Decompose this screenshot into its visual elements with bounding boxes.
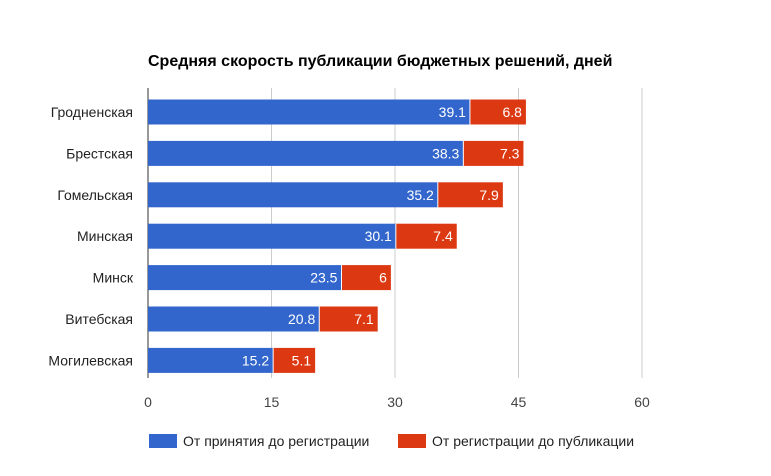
- bar-segment-registration[interactable]: [148, 265, 342, 291]
- category-label: Брестская: [66, 145, 133, 161]
- data-label: 7.1: [354, 311, 374, 327]
- x-tick-label: 15: [264, 394, 280, 410]
- bar-segment-registration[interactable]: [148, 182, 438, 208]
- legend-label: От принятия до регистрации: [183, 433, 369, 449]
- category-label: Гомельская: [57, 187, 133, 203]
- data-label: 35.2: [407, 187, 434, 203]
- bar-segment-publication[interactable]: [319, 306, 378, 332]
- data-label: 23.5: [310, 270, 337, 286]
- bars: 39.1 6.8 38.3 7.3 35.2 7.9 30.1 7.4 23.5 6 20.8 7.1…: [148, 99, 526, 373]
- bar-segment-registration[interactable]: [148, 306, 320, 332]
- data-label: 7.9: [479, 187, 499, 203]
- bar-segment-registration[interactable]: [148, 140, 464, 166]
- bar-segment-publication[interactable]: [395, 223, 457, 249]
- legend-swatch: [149, 434, 177, 448]
- data-label: 15.2: [242, 352, 269, 368]
- bar-segment-registration[interactable]: [148, 223, 396, 249]
- legend-item-publication[interactable]: От регистрации до публикации: [398, 433, 634, 449]
- bar-segment-publication[interactable]: [463, 140, 524, 166]
- x-tick-label: 0: [144, 394, 152, 410]
- data-label: 7.3: [500, 145, 520, 161]
- data-label: 20.8: [288, 311, 315, 327]
- data-label: 38.3: [432, 145, 459, 161]
- data-label: 6.8: [502, 104, 522, 120]
- bar-segment-registration[interactable]: [148, 99, 470, 125]
- category-labels: Гродненская Брестская Гомельская Минская Мин…: [48, 104, 133, 368]
- category-label: Минская: [77, 228, 133, 244]
- x-tick-label: 30: [387, 394, 403, 410]
- x-tick-label: 45: [511, 394, 527, 410]
- category-label: Гродненская: [51, 104, 133, 120]
- chart-title: Средняя скорость публикации бюджетных ре…: [148, 53, 612, 70]
- category-label: Минск: [93, 270, 134, 286]
- legend[interactable]: От принятия до регистрации От регистрации…: [149, 433, 634, 449]
- bar-segment-publication[interactable]: [437, 182, 503, 208]
- data-label: 7.4: [433, 228, 453, 244]
- data-label: 5.1: [292, 352, 312, 368]
- bar-segment-publication[interactable]: [273, 347, 316, 373]
- x-tick-label: 60: [634, 394, 650, 410]
- data-label: 39.1: [439, 104, 466, 120]
- x-axis-ticks: 0 15 30 45 60: [144, 394, 650, 410]
- bar-segment-publication[interactable]: [469, 99, 526, 125]
- category-label: Витебская: [65, 311, 133, 327]
- legend-label: От регистрации до публикации: [432, 433, 634, 449]
- category-label: Могилевская: [48, 352, 133, 368]
- bar-segment-registration[interactable]: [148, 347, 274, 373]
- legend-swatch: [398, 434, 426, 448]
- bar-segment-publication[interactable]: [341, 265, 391, 291]
- legend-item-registration[interactable]: От принятия до регистрации: [149, 433, 369, 449]
- data-label: 30.1: [365, 228, 392, 244]
- data-label: 6: [379, 270, 387, 286]
